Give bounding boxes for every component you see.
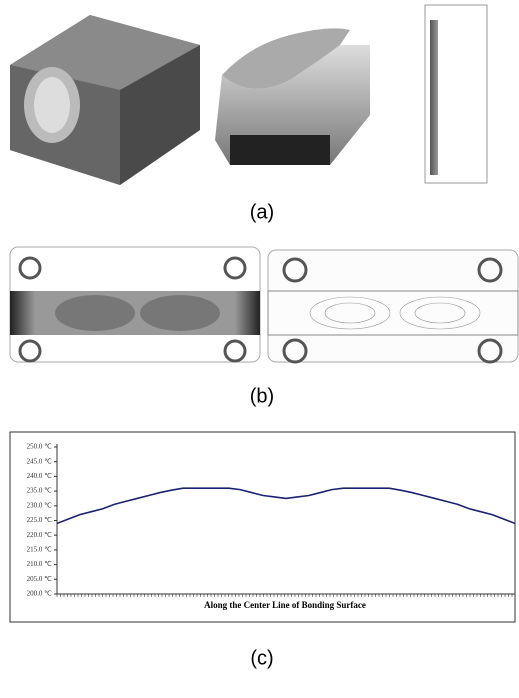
chart: 200.0 ℃ 205.0 ℃ 210.0 ℃ 215.0 ℃ 220.0 ℃ 225.0… [27,443,516,598]
section-right [267,249,519,364]
y-tick-label: 240.0 ℃ [27,472,53,480]
render-block-a [10,15,200,185]
y-tick-label: 200.0 ℃ [27,590,53,598]
y-tick-label: 215.0 ℃ [27,546,53,554]
chart-frame [9,431,516,623]
y-tick-label: 250.0 ℃ [27,443,53,451]
x-axis-label: Along the Center Line of Bonding Surface [204,600,366,610]
line-series [56,487,516,525]
y-tick-label: 230.0 ℃ [27,501,53,509]
y-tick-label: 225.0 ℃ [27,516,53,524]
render-block-cut [215,28,370,165]
legend-box [424,4,488,184]
y-tick-label: 220.0 ℃ [27,531,53,539]
y-tick-label: 205.0 ℃ [27,575,53,583]
section-left [9,246,261,363]
caption: (a) [250,201,274,223]
y-tick-label: 235.0 ℃ [27,487,53,495]
y-tick-label: 245.0 ℃ [27,457,53,465]
caption: (b) [250,385,274,407]
y-tick-label: 210.0 ℃ [27,560,53,568]
caption: (c) [250,647,273,669]
